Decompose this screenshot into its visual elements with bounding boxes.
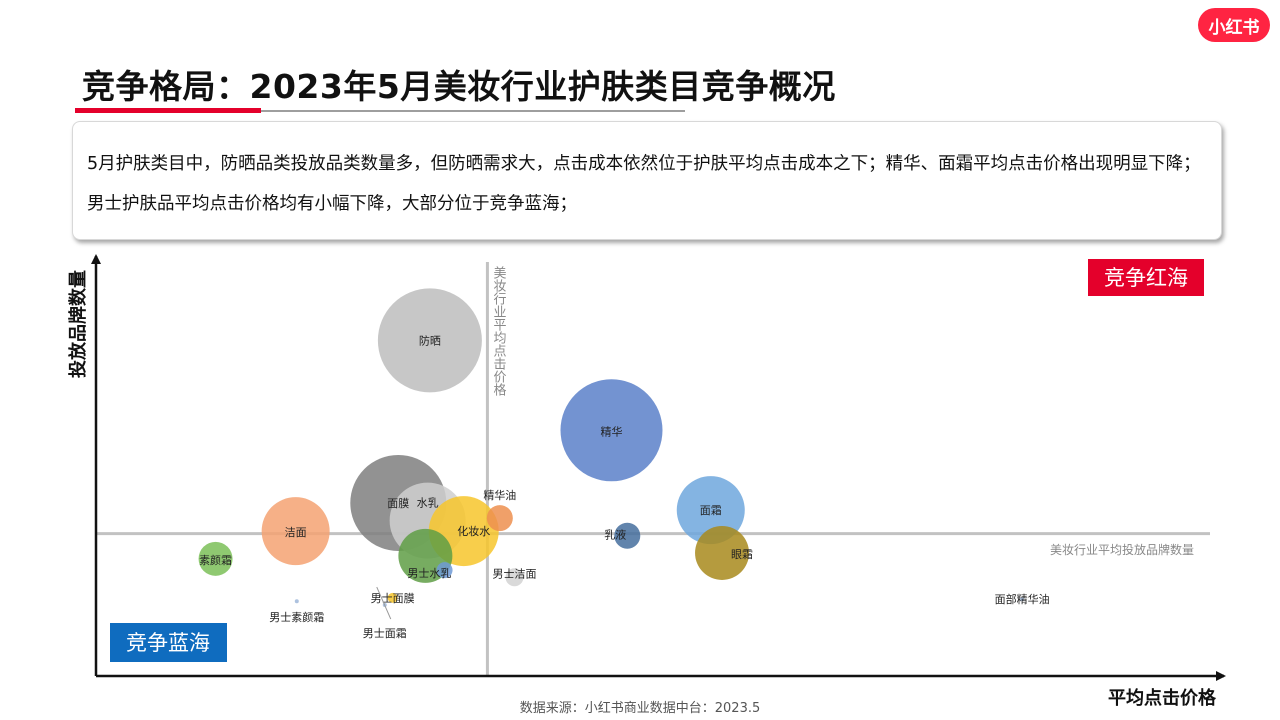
bubble-16 xyxy=(294,599,299,604)
y-axis-label: 投放品牌数量 xyxy=(67,270,89,378)
bubble-label-13: 男士洁面 xyxy=(492,567,536,580)
bubble-14 xyxy=(387,592,398,603)
bubble-6 xyxy=(261,497,330,566)
bubble-label-5: 精华油 xyxy=(483,488,516,502)
bubble-label-2: 面膜 xyxy=(387,497,409,510)
bubble-label-0: 防晒 xyxy=(419,333,441,347)
bubble-label-7: 男士水乳 xyxy=(407,567,451,580)
bubble-label-9: 面霜 xyxy=(700,504,722,517)
page-title: 竞争格局：2023年5月美妆行业护肤类目竞争概况 xyxy=(82,67,836,106)
bubble-17 xyxy=(1020,597,1025,602)
summary-box: 5月护肤类目中，防晒品类投放品类数量多，但防晒需求大，点击成本依然位于护肤平均点… xyxy=(72,121,1222,240)
bubble-label-17: 面部精华油 xyxy=(995,592,1050,606)
quadrant-label-red-sea: 竞争红海 xyxy=(1088,259,1204,296)
bubble-label-16: 男士素颜霜 xyxy=(269,611,324,624)
bubble-10 xyxy=(695,525,750,580)
bubble-0 xyxy=(377,288,482,393)
bubble-label-15: 男士面霜 xyxy=(363,627,407,640)
leader-line-mens-cream xyxy=(376,586,392,620)
bubble-label-1: 精华 xyxy=(600,424,622,438)
data-source: 数据来源：小红书商业数据中台：2023.5 xyxy=(519,701,761,716)
bubble-label-12: 素颜霜 xyxy=(199,554,232,567)
bubble-12 xyxy=(198,541,233,576)
bubble-5 xyxy=(486,505,513,532)
svg-text:竞争红海: 竞争红海 xyxy=(1104,266,1188,290)
bubble-label-10: 眼霜 xyxy=(731,548,753,561)
bubble-label-6: 洁面 xyxy=(285,526,307,539)
xiaohongshu-logo: 小红书 xyxy=(1198,8,1270,42)
bubble-label-11: 乳液 xyxy=(604,528,626,542)
avg-click-price-ref-label: 美妆行业平均点击价格 xyxy=(491,266,507,396)
bubble-label-3: 水乳 xyxy=(417,497,439,510)
bubble-1 xyxy=(560,379,663,482)
svg-text:竞争蓝海: 竞争蓝海 xyxy=(126,631,210,655)
title-underline xyxy=(75,110,685,112)
bubble-13 xyxy=(505,568,524,587)
quadrant-label-blue-sea: 竞争蓝海 xyxy=(110,623,227,662)
summary-text: 5月护肤类目中，防晒品类投放品类数量多，但防晒需求大，点击成本依然位于护肤平均点… xyxy=(87,154,1201,214)
bubble-11 xyxy=(614,522,641,549)
avg-brand-count-ref-label: 美妆行业平均投放品牌数量 xyxy=(1050,542,1194,557)
bubble-label-14: 男士面膜 xyxy=(371,592,415,605)
bubble-8 xyxy=(436,562,453,579)
title-underline-accent xyxy=(75,108,261,113)
bubble-label-4: 化妆水 xyxy=(457,524,490,538)
x-axis-label: 平均点击价格 xyxy=(1108,687,1217,709)
